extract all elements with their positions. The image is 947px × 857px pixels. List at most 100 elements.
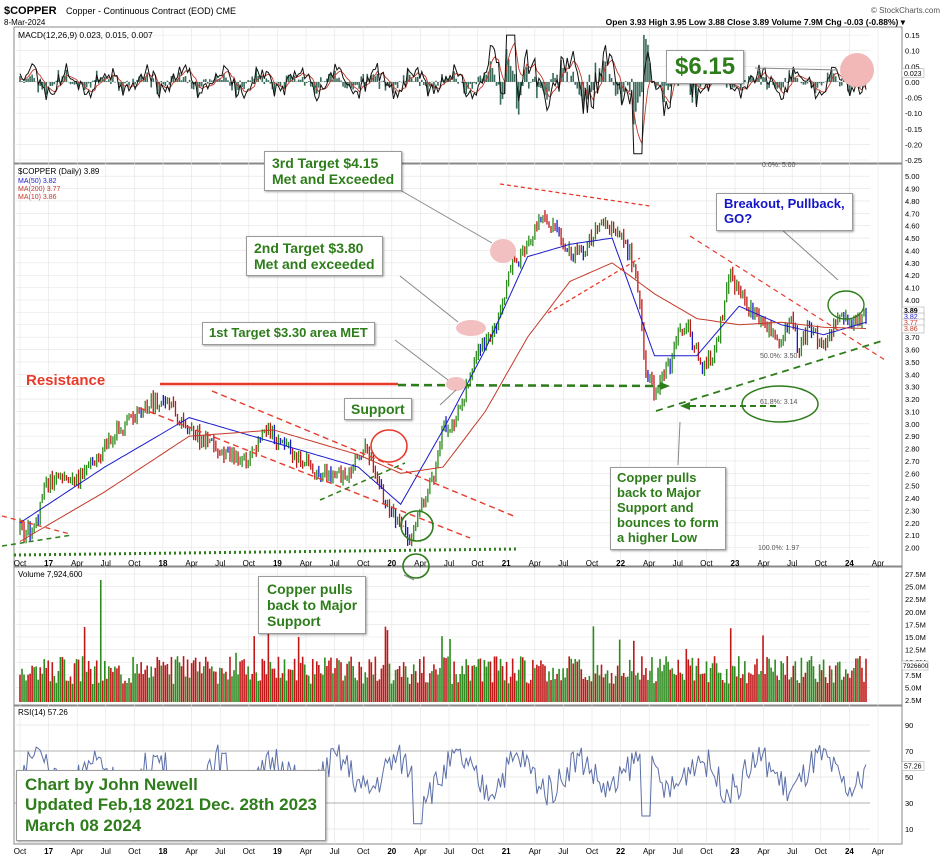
price-tick-label: 4.00: [905, 296, 920, 305]
rsi-tick-label: 50: [905, 773, 913, 782]
x-tick-label-price: 23: [731, 559, 740, 568]
price-tick-label: 2.60: [905, 469, 920, 478]
ma200-line: [19, 262, 867, 542]
rsi-tick-label: 70: [905, 747, 913, 756]
fib-618-label: 61.8%: 3.14: [760, 399, 797, 406]
target1-callout: 1st Target $3.30 area MET: [202, 322, 375, 345]
annotation-drawings: [1, 53, 886, 581]
x-tick-label-price: Apr: [643, 559, 656, 568]
macd-tick-label: 0.00: [905, 78, 920, 87]
fib-100-label: 100.0%: 1.97: [758, 545, 799, 552]
x-tick-label-price: Jul: [787, 559, 797, 568]
bottom-circle-axis: [402, 553, 430, 579]
price-plot: [19, 210, 867, 547]
breakout-line2: GO?: [724, 210, 753, 226]
price-tick-label: 2.40: [905, 494, 920, 503]
price-tick-label: 2.70: [905, 457, 920, 466]
pullback22-line2: back to Major: [617, 484, 701, 500]
target3-line1: 3rd Target $4.15: [272, 155, 379, 171]
x-tick-label-price: 17: [44, 559, 53, 568]
macd-tick-label: -0.05: [905, 94, 922, 103]
target3-line2: Met and Exceeded: [272, 171, 395, 188]
x-tick-label-price: Oct: [815, 559, 828, 568]
macd-tick-label: -0.20: [905, 140, 922, 149]
x-tick-label-price: Jul: [444, 559, 454, 568]
x-tick-label: Apr: [71, 847, 84, 856]
x-tick-label: Apr: [300, 847, 313, 856]
pullback22-line4: bounces to form: [617, 514, 719, 530]
early-red-line: [1, 515, 71, 535]
breakout-callout: Breakout, Pullback, GO?: [716, 193, 853, 231]
volume-tick-label: 7.5M: [905, 671, 922, 680]
x-tick-label-price: Apr: [872, 559, 885, 568]
x-tick-label: 18: [159, 847, 168, 856]
x-tick-label-price: 24: [845, 559, 854, 568]
price-tick-label: 4.60: [905, 222, 920, 231]
description-label: Copper - Continuous Contract (EOD) CME: [66, 6, 236, 16]
price-tick-label: 2.90: [905, 432, 920, 441]
price-tick-label: 4.80: [905, 197, 920, 206]
pullback22-callout: Copper pulls back to Major Support and b…: [610, 467, 726, 550]
x-tick-label: Apr: [185, 847, 198, 856]
target2-callout: 2nd Target $3.80 Met and exceeded: [246, 236, 383, 277]
x-tick-label: 24: [845, 847, 854, 856]
x-tick-label-price: Oct: [357, 559, 370, 568]
support-line: [397, 383, 661, 388]
x-tick-label: 22: [616, 847, 625, 856]
price-value-label: 3.82: [904, 314, 918, 321]
x-tick-label: Oct: [357, 847, 370, 856]
credit-box: Chart by John Newell Updated Feb,18 2021…: [16, 770, 326, 842]
price-tick-label: 2.20: [905, 519, 920, 528]
x-tick-label: 23: [731, 847, 740, 856]
price-tick-label: 4.20: [905, 271, 920, 280]
price-tick-label: 4.90: [905, 185, 920, 194]
price-tick-label: 2.50: [905, 482, 920, 491]
x-tick-label: 19: [273, 847, 282, 856]
x-tick-label-price: Apr: [757, 559, 770, 568]
x-tick-label: Oct: [14, 847, 27, 856]
pointer-breakout: [779, 227, 839, 281]
rsi-line: [19, 744, 867, 825]
macd-price-callout: $6.15: [666, 50, 745, 84]
volume-tick-label: 25.0M: [905, 583, 926, 592]
x-tick-label-price: Jul: [215, 559, 225, 568]
x-tick-label: Jul: [787, 847, 797, 856]
downtrend-line: [689, 235, 886, 361]
target1-marker: [446, 377, 466, 391]
x-tick-label-price: Jul: [673, 559, 683, 568]
volume-tick-label: 12.5M: [905, 646, 926, 655]
x-tick-label-price: 22: [616, 559, 625, 568]
rsi-tick-label: 30: [905, 799, 913, 808]
macd-value-box: [901, 68, 925, 79]
axis-labels: Oct Oct 17 17 Apr Apr Jul Jul Oct Oct 18 18 Apr Apr Ju…: [14, 31, 929, 856]
x-tick-label: Apr: [643, 847, 656, 856]
resistance-label: Resistance: [26, 372, 106, 389]
macd-tick-label: 0.05: [905, 62, 920, 71]
x-tick-label-price: Apr: [414, 559, 427, 568]
pullback20-line2: back to Major: [267, 597, 358, 614]
x-tick-label: Jul: [329, 847, 339, 856]
volume-value-label: 7926600: [903, 663, 929, 670]
breakout-line1: Breakout, Pullback,: [724, 196, 845, 211]
x-tick-label: Jul: [101, 847, 111, 856]
pointer-macd: [754, 67, 839, 71]
pointer-target1: [394, 339, 449, 381]
volume-tick-label: 22.5M: [905, 595, 926, 604]
rsi-legend: RSI(14) 57.26: [18, 708, 68, 717]
volume-tick-label: 5.0M: [905, 683, 922, 692]
x-tick-label: Apr: [872, 847, 885, 856]
target2-line2: Met and exceeded: [254, 256, 375, 273]
price-tick-label: 2.00: [905, 544, 920, 553]
price-tick-label: 3.20: [905, 395, 920, 404]
x-tick-label-price: Oct: [700, 559, 713, 568]
top-circle-2020: [370, 429, 408, 463]
x-tick-label: Apr: [414, 847, 427, 856]
fib-0-label: 0.0%: 5.00: [762, 162, 796, 169]
target2-marker: [456, 320, 486, 336]
macd-tick-label: -0.15: [905, 125, 922, 134]
x-tick-label: 20: [387, 847, 396, 856]
x-tick-label: Apr: [529, 847, 542, 856]
quote-line: Open 3.93 High 3.95 Low 3.88 Close 3.89 …: [606, 17, 906, 27]
price-tick-label: 3.30: [905, 383, 920, 392]
x-tick-label-price: 19: [273, 559, 282, 568]
